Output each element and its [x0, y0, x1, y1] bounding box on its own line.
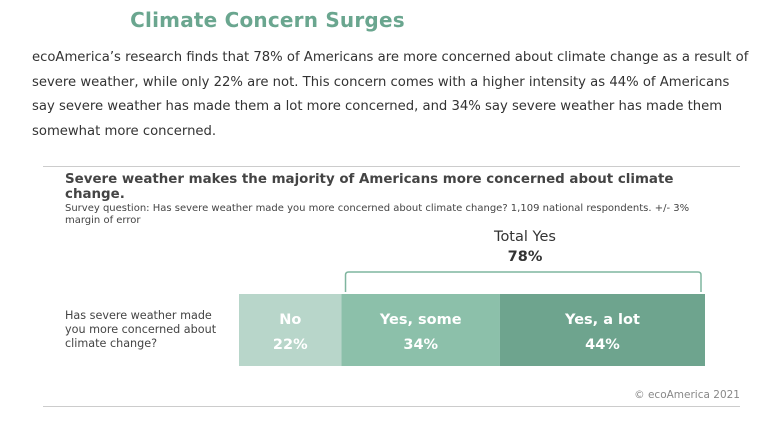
bar-label-no: No	[279, 312, 301, 328]
bar-group: No 22% Yes, some 34% Yes, a lot 44%	[239, 294, 705, 366]
bar-no	[239, 294, 342, 366]
bar-yes-a-lot	[499, 294, 705, 366]
chart-title: Severe weather makes the majority of Ame…	[65, 172, 674, 202]
survey-question: Has severe weather made you more concern…	[65, 309, 217, 350]
page-title: Climate Concern Surges	[130, 8, 405, 32]
divider-top	[43, 166, 740, 167]
chart-subtitle: Survey question: Has severe weather made…	[65, 203, 690, 226]
bar-value-yes-some: 34%	[403, 337, 438, 353]
bar-label-yes-a-lot: Yes, a lot	[564, 312, 640, 328]
intro-paragraph: ecoAmerica’s research finds that 78% of …	[32, 50, 749, 139]
total-yes-value: 78%	[507, 249, 543, 265]
bar-label-yes-some: Yes, some	[379, 312, 462, 328]
bar-yes-some	[341, 294, 500, 366]
bar-value-no: 22%	[273, 337, 308, 353]
total-yes-label: Total Yes	[494, 229, 556, 245]
credit-text: © ecoAmerica 2021	[634, 389, 740, 401]
bar-value-yes-a-lot: 44%	[585, 337, 620, 353]
total-yes-bracket	[344, 271, 702, 292]
divider-bottom	[43, 406, 740, 407]
